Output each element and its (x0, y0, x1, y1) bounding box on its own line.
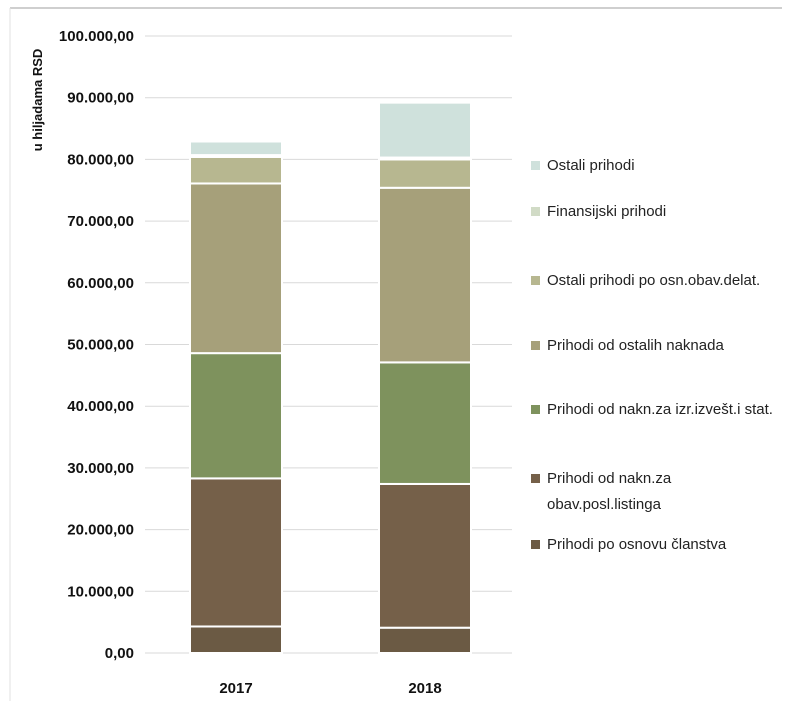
y-tick-label: 40.000,00 (67, 398, 134, 415)
legend-swatch (531, 540, 540, 549)
y-tick-label: 10.000,00 (67, 583, 134, 600)
x-tick-label: 2017 (219, 680, 252, 697)
x-axis-ticks: 2017 2018 (219, 680, 441, 697)
legend-swatch (531, 207, 540, 216)
bar-segment (189, 625, 283, 654)
y-axis-ticks: 0,00 10.000,00 20.000,00 30.000,00 40.000,00… (59, 28, 134, 662)
bar-segment (378, 626, 472, 655)
bars (189, 101, 472, 655)
legend-swatch (531, 341, 540, 350)
bar-segment (189, 352, 283, 480)
legend-label: Ostali prihodi po osn.obav.delat. (547, 272, 760, 289)
y-tick-label: 80.000,00 (67, 151, 134, 168)
legend-label: Prihodi od ostalih naknada (547, 337, 724, 354)
y-tick-label: 30.000,00 (67, 460, 134, 477)
legend-swatch (531, 276, 540, 285)
y-tick-label: 90.000,00 (67, 90, 134, 107)
y-tick-label: 70.000,00 (67, 213, 134, 230)
bar-segment (189, 155, 283, 185)
bar-segment (378, 158, 472, 189)
legend-label: Prihodi od nakn.za izr.izvešt.i stat. (547, 401, 773, 418)
legend-swatch (531, 405, 540, 414)
legend-swatch (531, 161, 540, 170)
legend-label: obav.posl.listinga (547, 496, 662, 513)
bar-segment (378, 361, 472, 485)
y-tick-label: 100.000,00 (59, 28, 134, 45)
legend-label: Prihodi po osnovu članstva (547, 536, 727, 553)
bar-segment (189, 182, 283, 355)
x-tick-label: 2018 (408, 680, 441, 697)
legend-label: Prihodi od nakn.za (547, 470, 672, 487)
bar-segment (189, 140, 283, 157)
legend-label: Ostali prihodi (547, 157, 635, 174)
bar-segment (378, 101, 472, 159)
bar-segment (378, 482, 472, 629)
y-tick-label: 20.000,00 (67, 522, 134, 539)
y-tick-label: 0,00 (105, 645, 134, 662)
legend-swatch (531, 474, 540, 483)
y-tick-label: 60.000,00 (67, 275, 134, 292)
legend: Ostali prihodi Finansijski prihodi Ostali … (531, 157, 773, 553)
legend-label: Finansijski prihodi (547, 203, 666, 220)
bar-segment (378, 186, 472, 364)
bar-segment (189, 477, 283, 628)
y-tick-label: 50.000,00 (67, 337, 134, 354)
y-axis-label: u hiljadama RSD (30, 49, 45, 152)
